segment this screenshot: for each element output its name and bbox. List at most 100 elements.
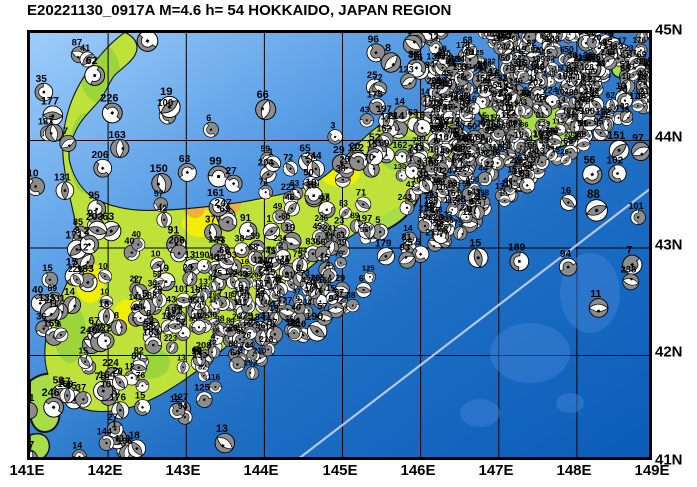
svg-text:8: 8 [385,42,391,54]
svg-text:84: 84 [425,60,435,70]
svg-text:76: 76 [136,370,146,380]
svg-text:203: 203 [86,211,104,223]
svg-text:162: 162 [392,140,407,150]
svg-text:24: 24 [461,203,470,212]
svg-text:2: 2 [190,296,195,306]
svg-text:89: 89 [569,87,579,97]
svg-text:57: 57 [267,316,277,327]
svg-text:14: 14 [394,97,405,108]
svg-text:18: 18 [622,71,632,81]
svg-text:93: 93 [399,243,410,254]
svg-text:14: 14 [403,223,413,233]
svg-text:99: 99 [209,156,222,168]
svg-text:115: 115 [492,34,506,43]
svg-text:96: 96 [255,320,265,331]
svg-text:16: 16 [240,257,249,266]
svg-text:50: 50 [564,45,574,55]
svg-text:150: 150 [150,163,168,175]
svg-text:14: 14 [507,120,517,130]
svg-text:15: 15 [135,389,145,400]
svg-text:40: 40 [132,229,142,239]
svg-text:12: 12 [125,361,135,371]
svg-text:43: 43 [360,105,370,115]
svg-text:189: 189 [508,243,526,254]
svg-text:70: 70 [534,45,544,55]
svg-text:59: 59 [438,45,446,54]
svg-text:85: 85 [73,217,83,227]
svg-text:220: 220 [429,212,443,222]
svg-text:124: 124 [208,235,225,246]
svg-text:238: 238 [620,265,636,276]
svg-text:97: 97 [632,133,644,144]
svg-text:5: 5 [546,37,551,47]
svg-text:11: 11 [590,288,601,300]
svg-text:10: 10 [305,177,317,188]
svg-text:58: 58 [153,270,162,279]
svg-text:86: 86 [520,120,528,129]
svg-text:40: 40 [291,302,301,312]
svg-text:68: 68 [248,242,258,252]
svg-text:144: 144 [194,283,207,292]
svg-text:14: 14 [478,65,487,74]
svg-text:24: 24 [133,302,143,312]
svg-text:49: 49 [273,201,283,211]
svg-text:241: 241 [504,83,519,93]
svg-text:83: 83 [305,237,316,248]
svg-text:204: 204 [258,156,274,167]
svg-text:16: 16 [561,184,571,195]
svg-text:86: 86 [546,142,555,151]
svg-text:97: 97 [531,155,541,165]
svg-text:71: 71 [259,176,269,186]
svg-text:243: 243 [232,269,247,279]
svg-text:243: 243 [398,192,413,202]
svg-text:112: 112 [444,196,457,205]
svg-text:130: 130 [393,162,406,171]
svg-text:94: 94 [560,249,572,260]
svg-text:6: 6 [429,188,434,198]
svg-text:151: 151 [607,130,625,142]
svg-text:3: 3 [330,121,335,131]
svg-text:69: 69 [219,204,231,215]
svg-text:5: 5 [375,214,380,225]
svg-text:88: 88 [481,149,490,158]
svg-text:43: 43 [166,295,177,306]
svg-text:5: 5 [142,289,148,300]
svg-text:87: 87 [443,102,453,112]
svg-text:122: 122 [95,323,111,334]
svg-text:3: 3 [523,98,528,107]
svg-text:92: 92 [650,77,652,86]
svg-text:95: 95 [233,323,243,333]
svg-text:15: 15 [42,262,52,273]
svg-text:198: 198 [209,290,222,299]
svg-text:88: 88 [587,188,600,201]
svg-text:15: 15 [418,210,428,220]
svg-text:19: 19 [160,86,173,98]
svg-text:162: 162 [166,311,180,321]
svg-text:241: 241 [258,264,274,275]
svg-text:2: 2 [84,226,90,237]
svg-text:71: 71 [356,188,366,198]
svg-text:17: 17 [617,37,627,46]
svg-text:20: 20 [435,121,445,130]
svg-text:19: 19 [437,75,447,85]
svg-text:210: 210 [253,346,267,355]
svg-text:18: 18 [503,92,513,102]
svg-text:51: 51 [582,72,591,81]
svg-text:68: 68 [463,35,473,45]
svg-text:21: 21 [435,153,445,163]
svg-text:223: 223 [164,334,178,343]
svg-text:247: 247 [442,166,458,177]
svg-text:73: 73 [506,108,516,118]
svg-text:10: 10 [419,170,429,180]
svg-text:88: 88 [346,291,356,300]
svg-text:11: 11 [325,232,335,242]
svg-text:8: 8 [648,55,652,65]
svg-text:192: 192 [243,358,257,368]
svg-text:64: 64 [515,98,524,107]
svg-text:161: 161 [207,187,225,199]
svg-text:229: 229 [68,264,82,274]
svg-text:75: 75 [94,371,106,383]
svg-text:102: 102 [607,155,624,166]
svg-text:62: 62 [86,55,98,67]
svg-text:16: 16 [467,95,477,104]
